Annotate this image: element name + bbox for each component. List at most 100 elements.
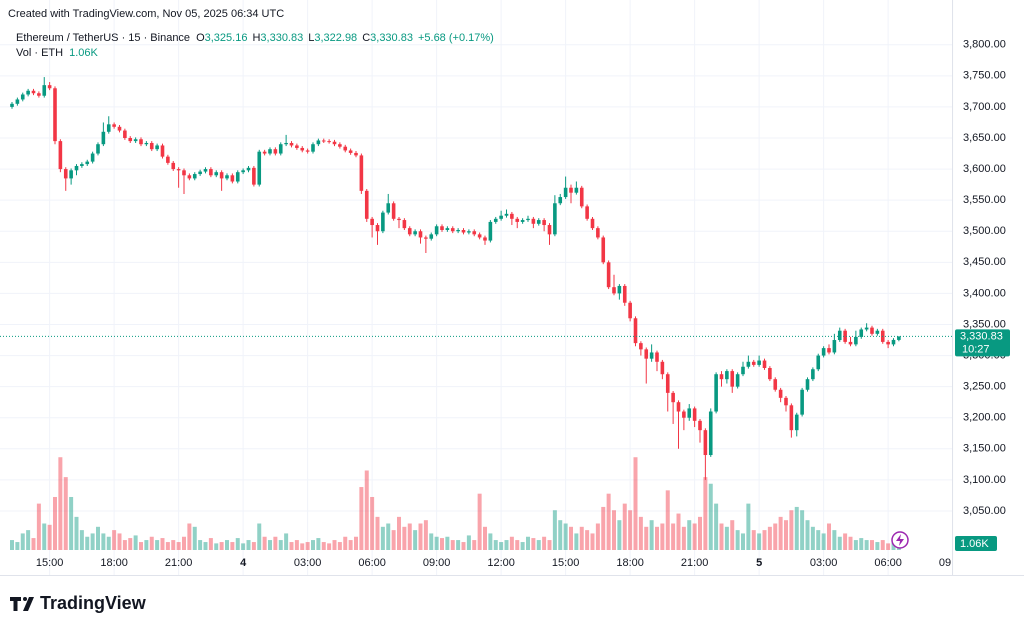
candle-body xyxy=(31,90,36,94)
candle-body xyxy=(316,140,321,145)
candle-body xyxy=(295,145,299,148)
candle-body xyxy=(176,169,181,171)
x-tick-label: 15:00 xyxy=(552,557,580,569)
candle-body xyxy=(63,169,68,179)
volume-bar xyxy=(886,543,891,550)
candle-body xyxy=(300,147,305,151)
y-tick-label: 3,600.00 xyxy=(963,163,1006,175)
brand-name: TradingView xyxy=(40,593,147,613)
x-tick-label: 12:00 xyxy=(487,557,515,569)
volume-bar xyxy=(542,536,547,550)
volume-bar xyxy=(719,523,724,550)
candle-body xyxy=(590,218,595,229)
last-price-box xyxy=(955,329,1010,357)
volume-bar xyxy=(434,536,439,550)
volume-bar xyxy=(101,533,106,550)
candle-body xyxy=(741,366,745,375)
volume-bar xyxy=(251,542,256,550)
volume-bar xyxy=(456,540,461,550)
volume-bar xyxy=(354,536,358,550)
candle-body xyxy=(601,237,606,263)
candle-body xyxy=(483,237,487,241)
volume-bar xyxy=(63,477,68,550)
candle-body xyxy=(703,430,708,456)
candle-body xyxy=(660,361,665,375)
candle-body xyxy=(569,187,573,193)
volume-bar xyxy=(552,510,557,550)
volume-bar xyxy=(69,496,74,550)
volume-bar xyxy=(160,538,165,550)
candle-body xyxy=(273,149,278,154)
candle-body xyxy=(655,352,659,362)
volume-bar xyxy=(714,503,719,550)
candle-body xyxy=(155,145,159,150)
volume-bar xyxy=(676,513,681,550)
volume-bar xyxy=(20,533,25,550)
candle-body xyxy=(278,144,283,154)
candle-body xyxy=(504,213,509,216)
candle-body xyxy=(284,142,288,145)
candle-body xyxy=(343,146,348,151)
volume-bar xyxy=(203,542,208,550)
y-tick-label: 3,200.00 xyxy=(963,412,1006,424)
candle-body xyxy=(768,368,772,380)
volume-bar xyxy=(633,457,638,550)
candle-body xyxy=(547,225,552,235)
volume-bar xyxy=(418,523,423,550)
x-tick-label: 09:00 xyxy=(939,557,967,569)
candle-body xyxy=(531,218,536,224)
candle-body xyxy=(751,361,756,365)
candle-body xyxy=(413,231,417,235)
y-tick-label: 3,800.00 xyxy=(963,39,1006,51)
candle-body xyxy=(139,139,143,145)
volume-bar xyxy=(106,536,111,550)
legend: Ethereum / TetherUS · 15 · Binance O3,325… xyxy=(16,32,494,44)
candle-body xyxy=(805,379,810,390)
volume-bar xyxy=(488,533,493,550)
candle-body xyxy=(746,361,751,367)
candle-body xyxy=(381,212,385,232)
candle-body xyxy=(628,302,632,319)
candle-body xyxy=(149,142,154,150)
y-tick-label: 3,750.00 xyxy=(963,70,1006,82)
candle-body xyxy=(859,329,864,337)
volume-bar xyxy=(499,542,504,550)
volume-bar xyxy=(472,540,477,550)
candle-body xyxy=(698,420,702,431)
volume-bar xyxy=(757,533,762,550)
volume-bar xyxy=(337,542,342,550)
candle-body xyxy=(209,169,213,176)
volume-bar xyxy=(90,533,95,550)
volume-bar xyxy=(735,530,740,550)
volume-bar xyxy=(187,523,192,550)
volume-bar xyxy=(198,540,203,550)
candle-body xyxy=(69,170,73,179)
volume-bar xyxy=(853,540,858,550)
volume-bar xyxy=(730,520,735,550)
volume-bar xyxy=(703,477,708,550)
candle-body xyxy=(311,144,315,152)
volume-bar xyxy=(671,523,676,550)
candle-body xyxy=(778,389,783,398)
volume-bar xyxy=(821,533,826,550)
candle-body xyxy=(606,262,611,288)
candle-body xyxy=(553,203,557,235)
plot: 15:00 18:00 21:00 4 03:00 06:00 09:00 12:00 15:0… xyxy=(10,77,967,569)
candle-body xyxy=(725,371,729,380)
volume-bar xyxy=(816,530,821,550)
candle-body xyxy=(391,203,396,219)
candle-body xyxy=(526,218,530,221)
candle-body xyxy=(359,155,364,191)
candle-body xyxy=(402,220,407,229)
volume-bar xyxy=(450,540,455,550)
volume-bar xyxy=(42,523,47,550)
candle-body xyxy=(289,142,294,146)
volume-bar xyxy=(837,536,842,550)
volume-bar xyxy=(660,523,665,550)
candle-body xyxy=(854,336,858,345)
candle-body xyxy=(219,172,224,179)
candle-body xyxy=(811,369,815,380)
candle-body xyxy=(821,348,826,356)
candle-body xyxy=(262,151,267,154)
